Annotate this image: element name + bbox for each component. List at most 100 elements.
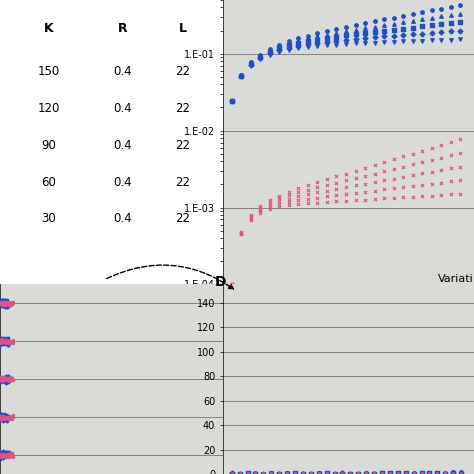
Point <box>380 176 388 184</box>
Point <box>402 470 410 474</box>
Point <box>283 470 291 474</box>
Point <box>456 190 464 198</box>
Point <box>275 470 283 474</box>
Point <box>7 301 14 309</box>
Point <box>0 300 6 307</box>
Point <box>355 470 362 474</box>
Point <box>390 32 397 39</box>
Text: K: K <box>44 22 54 35</box>
Point <box>252 470 259 474</box>
Point <box>0 301 7 309</box>
Point <box>419 23 426 30</box>
Point <box>361 24 369 32</box>
Point <box>410 470 418 474</box>
Point <box>426 470 433 474</box>
Point <box>457 470 465 474</box>
Point <box>4 412 12 420</box>
Point <box>438 166 445 174</box>
Point <box>371 39 378 46</box>
Point <box>9 411 17 419</box>
Point <box>0 454 5 462</box>
Point <box>267 470 275 474</box>
Point <box>0 412 4 419</box>
Text: 22: 22 <box>175 138 190 152</box>
Point <box>342 23 350 31</box>
Point <box>394 470 401 474</box>
Point <box>390 14 397 21</box>
Point <box>5 453 12 460</box>
Point <box>307 470 315 474</box>
Point <box>441 470 449 474</box>
Point <box>236 470 244 474</box>
Point <box>428 180 436 188</box>
Point <box>0 336 4 344</box>
Point <box>447 191 455 198</box>
Point <box>0 337 5 345</box>
Point <box>0 374 5 382</box>
Point <box>409 161 417 168</box>
Point <box>352 182 359 189</box>
Point <box>331 470 338 474</box>
Point <box>418 470 425 474</box>
Point <box>252 471 259 474</box>
Point <box>266 46 273 54</box>
Point <box>386 470 394 474</box>
Point <box>371 170 378 177</box>
Point <box>0 377 7 385</box>
Point <box>0 337 6 345</box>
Point <box>4 453 11 460</box>
Point <box>1 374 9 381</box>
Point <box>447 178 455 185</box>
Point <box>402 471 410 474</box>
Point <box>0 335 5 343</box>
Point <box>252 470 259 474</box>
Point <box>228 98 236 105</box>
Point <box>283 470 291 474</box>
Point <box>410 469 418 474</box>
Point <box>371 178 378 186</box>
Point <box>378 470 386 474</box>
Point <box>394 469 401 474</box>
Point <box>275 470 283 474</box>
Point <box>4 337 12 345</box>
Point <box>314 179 321 186</box>
Point <box>0 449 4 457</box>
Point <box>5 302 12 310</box>
Point <box>2 452 9 459</box>
Point <box>315 470 322 474</box>
Point <box>410 471 418 474</box>
Point <box>4 338 11 346</box>
Point <box>3 413 11 421</box>
Point <box>2 379 9 387</box>
Point <box>3 377 11 384</box>
Point <box>266 51 273 58</box>
Point <box>228 471 236 474</box>
Point <box>0 451 5 459</box>
Point <box>2 337 10 345</box>
Point <box>8 449 16 457</box>
Point <box>1 411 9 419</box>
Point <box>260 471 267 474</box>
Point <box>3 372 10 379</box>
Point <box>363 470 370 474</box>
Point <box>304 40 312 48</box>
Point <box>266 45 273 53</box>
Point <box>3 299 11 306</box>
Point <box>0 453 5 460</box>
Point <box>307 470 315 474</box>
Point <box>247 215 255 222</box>
Point <box>2 374 9 382</box>
Point <box>386 470 394 474</box>
Point <box>315 470 322 474</box>
Point <box>457 470 465 474</box>
Point <box>4 299 11 306</box>
Point <box>380 167 388 175</box>
Point <box>2 451 9 458</box>
Point <box>244 470 251 474</box>
Point <box>266 206 273 213</box>
Point <box>1 411 9 419</box>
Point <box>400 12 407 19</box>
Point <box>438 28 445 36</box>
Point <box>252 470 259 474</box>
Point <box>426 470 433 474</box>
